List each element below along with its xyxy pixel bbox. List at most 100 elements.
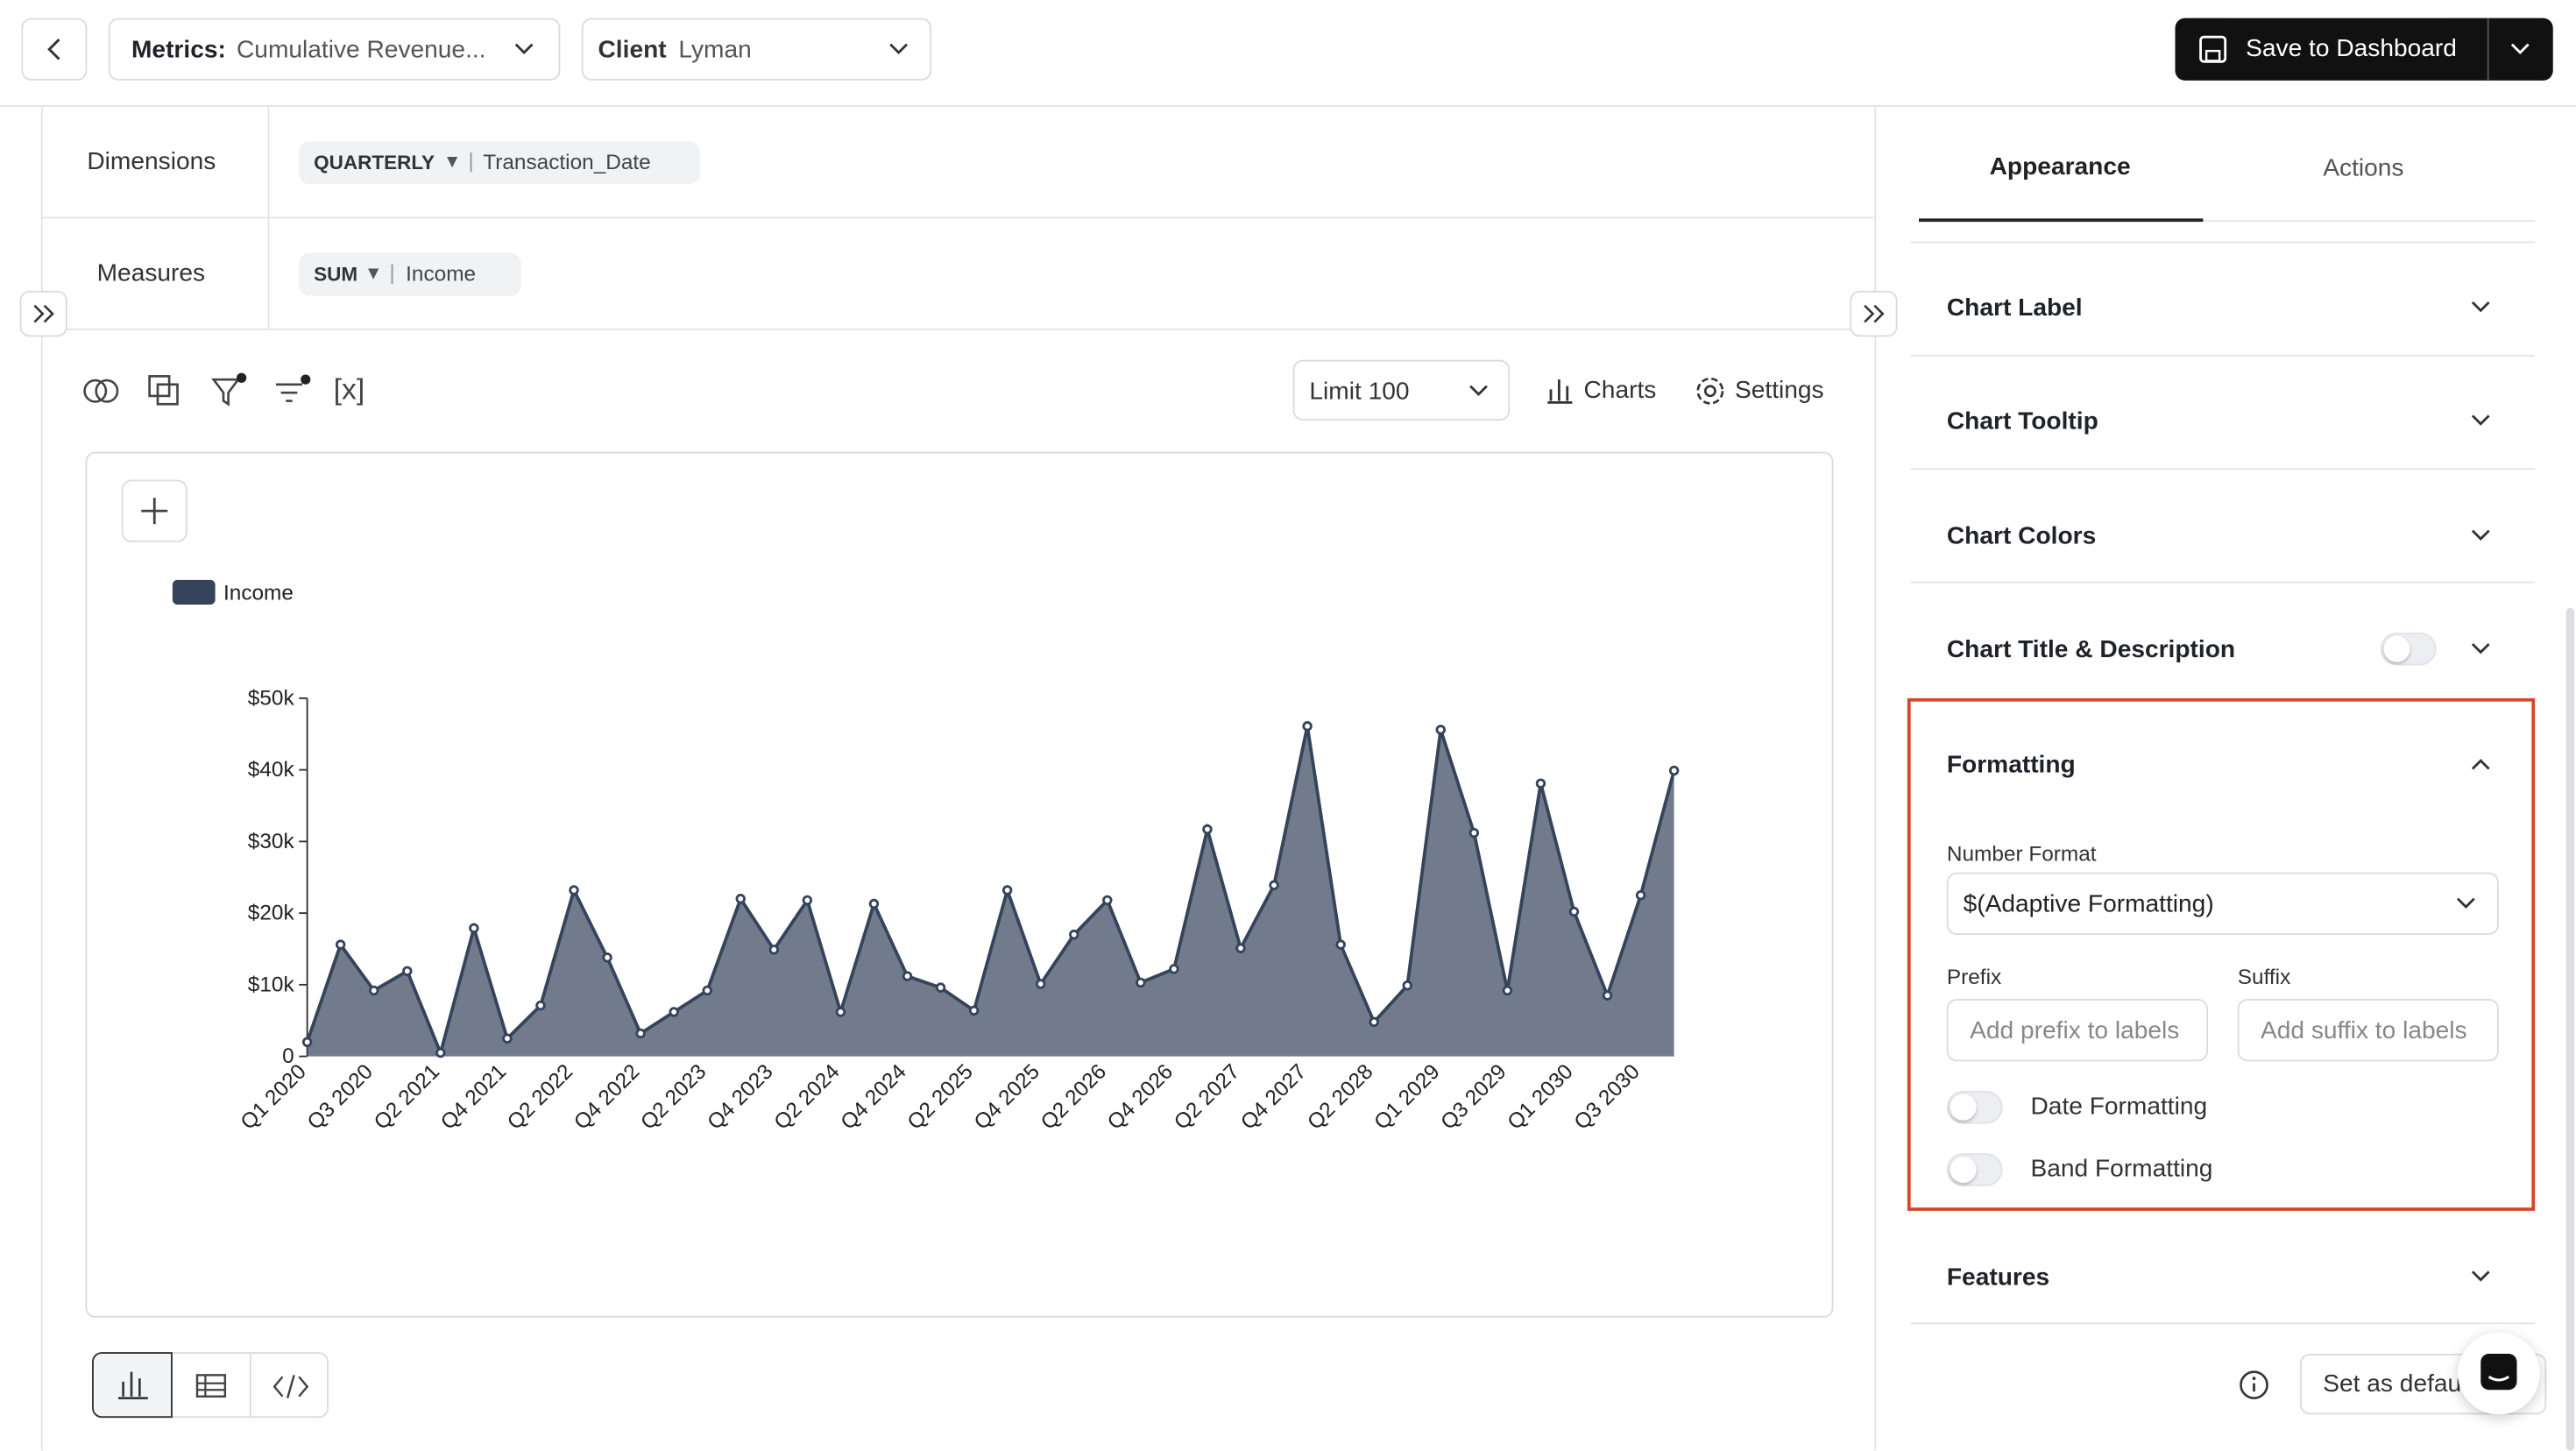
line [305,726,1676,1058]
save-button[interactable]: Save to Dashboard [2175,18,2553,81]
header-divider [0,105,2576,107]
toolbar-icons[interactable] [82,372,394,411]
settings-button[interactable]: Settings [1735,376,1824,405]
x-tick-label: Q4 2026 [1103,1060,1178,1135]
x-tick-label: Q2 2024 [769,1060,844,1135]
legend-swatch [172,579,216,605]
y-tick-label: $40k [248,758,295,782]
measure-pill[interactable]: SUM ▾ | Income [299,252,521,296]
toggle-label: Date Formatting [2030,1092,2208,1121]
toggle[interactable] [2380,632,2437,666]
y-tick-label: $50k [248,686,295,710]
dimensions-label: Dimensions [87,147,216,176]
point [335,939,346,950]
client-dropdown[interactable]: Client Lyman [581,18,932,81]
x-tick-label: Q3 2030 [1570,1060,1645,1135]
point [768,945,780,955]
metrics-value: Cumulative Revenue... [237,36,486,65]
point [835,1007,846,1017]
charts-button[interactable]: Charts [1583,376,1657,405]
field-label: Suffix [2237,964,2291,989]
point [535,1000,546,1011]
point [802,895,813,906]
limit-dropdown[interactable]: Limit 100 [1292,359,1511,421]
point [402,966,413,977]
point [1635,889,1646,901]
point [1035,979,1046,989]
point [602,952,612,963]
point [669,1007,679,1017]
dimension-pill[interactable]: QUARTERLY ▾ | Transaction_Date [299,141,700,184]
button-label: Set as default [2323,1370,2474,1398]
point [1435,725,1447,735]
expand-left[interactable] [19,290,67,337]
point [469,923,479,934]
x-tick-label: Q4 2022 [570,1060,644,1135]
formatting-section [1907,697,2536,1211]
y-tick-label: $30k [248,830,295,853]
measures-label: Measures [96,259,206,288]
point [635,1028,646,1039]
point [435,1047,446,1058]
placeholder: Add suffix to labels [2261,1016,2467,1045]
tab[interactable]: Actions [2323,154,2404,183]
add-button[interactable] [121,479,188,542]
aggregation: SUM [314,263,358,287]
point [702,985,712,996]
point [1001,885,1013,895]
limit-label: Limit 100 [1309,378,1410,407]
point [935,982,946,993]
x-tick-label: Q1 2020 [237,1060,311,1135]
toggle-label: Band Formatting [2030,1155,2213,1183]
measure-field: Income [406,261,477,287]
point [301,1037,313,1047]
metrics-dropdown[interactable]: Metrics: Cumulative Revenue... [108,18,561,81]
expand-right[interactable] [1850,290,1898,337]
variables-button[interactable]: [x] [333,372,365,407]
point [1468,827,1480,839]
point [369,985,379,996]
back-button[interactable] [21,18,88,81]
chat-bubble[interactable] [2458,1332,2540,1415]
x-tick-label: Q1 2029 [1369,1060,1444,1135]
point [735,894,746,904]
prefix-input[interactable]: Add prefix to labels [1946,999,2208,1062]
placeholder: Add prefix to labels [1970,1016,2180,1045]
point [569,885,579,895]
point [1302,721,1313,732]
y-tick-label: 0 [282,1044,294,1068]
section-title[interactable]: Features [1946,1263,2050,1292]
view-switcher[interactable] [92,1352,329,1419]
number-format-select[interactable]: $(Adaptive Formatting) [1946,872,2499,935]
point [1169,964,1179,974]
point [1668,765,1680,776]
point [1235,943,1246,953]
point [902,971,913,981]
point [1069,929,1079,940]
section-title[interactable]: Formatting [1946,750,2076,779]
client-value: Lyman [678,36,752,65]
x-tick-label: Q2 2026 [1037,1060,1111,1135]
granularity: QUARTERLY [314,151,435,174]
section-title[interactable]: Chart Colors [1946,522,2097,551]
suffix-input[interactable]: Add suffix to labels [2237,999,2499,1062]
toggle[interactable] [1946,1153,2003,1186]
point [1335,939,1346,950]
point [868,898,880,910]
dimension-field: Transaction_Date [483,149,651,174]
y-tick-label: $10k [248,973,295,996]
section-title[interactable]: Chart Title & Description [1946,635,2236,664]
section-title[interactable]: Chart Tooltip [1946,407,2098,435]
section-title[interactable]: Chart Label [1946,294,2083,322]
point [968,1005,980,1016]
x-tick-label: Q2 2022 [503,1060,577,1135]
tab[interactable]: Appearance [1989,152,2131,181]
point [1602,990,1613,1001]
x-tick-label: Q4 2027 [1236,1060,1311,1135]
x-tick-label: Q4 2025 [970,1060,1044,1135]
toggle[interactable] [1946,1091,2003,1124]
point [1535,778,1546,789]
x-tick-label: Q4 2023 [703,1060,777,1135]
